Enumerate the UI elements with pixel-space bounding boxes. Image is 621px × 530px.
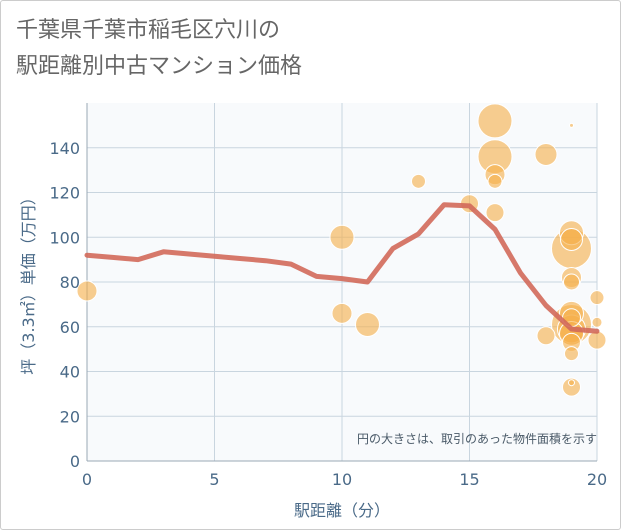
y-tick-label: 100 — [49, 228, 80, 247]
bubble-point — [487, 173, 503, 189]
average-price-line — [84, 202, 600, 334]
bubble-point — [591, 316, 603, 328]
bubble-size-note: 円の大きさは、取引のあった物件面積を示す — [357, 431, 597, 446]
bubble-point — [76, 280, 98, 302]
bubble-point — [355, 312, 380, 338]
x-tick-label: 10 — [332, 470, 352, 489]
chart-title-line2: 駅距離別中古マンション価格 — [16, 54, 303, 79]
bubble-point — [562, 377, 581, 397]
y-tick-label: 40 — [60, 363, 80, 382]
x-tick-label: 20 — [587, 470, 607, 489]
bubble-point — [568, 379, 575, 387]
bubble-point — [411, 173, 426, 189]
bubble-point — [329, 224, 355, 250]
y-tick-label: 20 — [60, 407, 80, 426]
chart-title: 千葉県千葉市稲毛区穴川の 駅距離別中古マンション価格 — [16, 13, 302, 85]
bubble-point — [534, 142, 558, 166]
bubble-point — [563, 273, 580, 291]
x-tick-label: 0 — [82, 470, 92, 489]
bubble-point — [589, 290, 605, 306]
bubble-point — [587, 330, 607, 350]
axis-ticks: 0 20 40 60 80 100 120 140 0 5 10 15 20 — [49, 139, 607, 489]
y-axis-label: 坪（3.3㎡）単価（万円） — [19, 189, 38, 374]
x-axis-label: 駅距離（分） — [294, 501, 390, 520]
y-tick-label: 60 — [60, 318, 80, 337]
bubble-point — [477, 103, 513, 139]
x-tick-label: 5 — [209, 470, 219, 489]
chart-title-line1: 千葉県千葉市稲毛区穴川の — [16, 18, 281, 43]
bubble-point — [569, 122, 574, 128]
y-tick-label: 140 — [49, 139, 80, 158]
bubble-point — [536, 326, 556, 346]
bubble-point — [560, 227, 583, 251]
bubble-point — [331, 302, 353, 324]
y-tick-label: 0 — [70, 452, 80, 471]
y-tick-label: 80 — [60, 273, 80, 292]
x-tick-label: 15 — [459, 470, 479, 489]
bubble-point — [485, 203, 505, 223]
y-tick-label: 120 — [49, 184, 80, 203]
bubble-point — [564, 346, 579, 362]
